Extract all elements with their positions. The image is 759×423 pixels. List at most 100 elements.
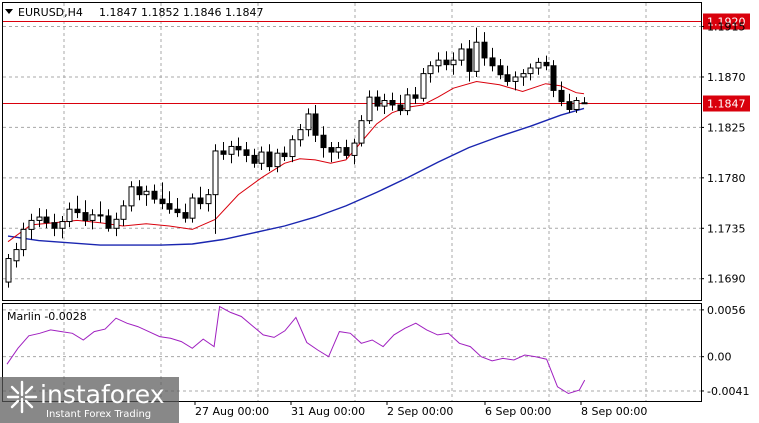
oscillator-axis: 0.0056 0.00 -0.0041 xyxy=(701,304,749,398)
main-pane-frame xyxy=(2,2,702,301)
time-tick-label: 27 Aug 00:00 xyxy=(195,405,269,418)
candle xyxy=(159,182,166,210)
candle-body xyxy=(59,221,66,229)
candle xyxy=(328,141,335,163)
candle xyxy=(28,213,35,240)
candle xyxy=(351,138,358,165)
candle xyxy=(366,90,373,125)
osc-tick-label: -0.0041 xyxy=(707,385,749,398)
candle-body xyxy=(504,74,511,82)
candle-body xyxy=(174,208,181,214)
candle xyxy=(512,71,519,91)
candle xyxy=(489,47,496,72)
candle xyxy=(520,69,527,86)
level-badge-label: 1.1920 xyxy=(707,16,746,29)
candle-body xyxy=(566,101,573,110)
candle-body xyxy=(228,145,235,155)
price-tick-label: 1.1735 xyxy=(707,222,746,235)
time-tick-label: 6 Sep 00:00 xyxy=(485,405,551,418)
candle-body xyxy=(320,134,327,149)
candle xyxy=(527,63,534,81)
candle-body xyxy=(120,205,127,220)
symbol-label: EURUSD,H4 xyxy=(18,6,83,19)
candle xyxy=(466,39,473,82)
candle xyxy=(312,104,319,142)
candle-body xyxy=(328,147,335,153)
oscillator-label: Marlin -0.0028 xyxy=(7,310,87,323)
candle xyxy=(228,140,235,164)
candle-body xyxy=(389,100,396,106)
candle xyxy=(174,198,181,218)
price-axis: 1.1915 1.1870 1.1825 1.1780 1.1735 1.1690 xyxy=(701,21,746,286)
candle xyxy=(220,141,227,160)
time-axis: 27 Aug 00:00 31 Aug 00:00 2 Sep 00:00 6 Sep… xyxy=(194,401,647,418)
candle-body xyxy=(166,203,173,210)
candle-body xyxy=(543,61,550,67)
price-tick-label: 1.1780 xyxy=(707,172,746,185)
price-tick-label: 1.1870 xyxy=(707,71,746,84)
candle-body xyxy=(458,48,465,61)
candle xyxy=(105,209,112,232)
candle-body xyxy=(151,190,158,200)
candle-body xyxy=(435,59,442,67)
candle-body xyxy=(289,139,296,158)
candle-body xyxy=(266,151,273,168)
candle xyxy=(443,51,450,71)
candle-body xyxy=(258,151,265,164)
candle xyxy=(335,141,342,159)
candle-body xyxy=(297,129,304,141)
collapse-triangle-icon[interactable] xyxy=(5,9,13,14)
candle-body xyxy=(197,197,204,205)
candle xyxy=(481,32,488,66)
candle-body xyxy=(404,94,411,112)
candlesticks xyxy=(5,27,588,288)
ohlc-readout: 1.1847 1.1852 1.1846 1.1847 xyxy=(99,6,263,19)
marlin-oscillator-line xyxy=(6,305,586,395)
candle-body xyxy=(473,41,480,72)
candle xyxy=(573,97,580,113)
candle-body xyxy=(182,212,189,219)
candle-body xyxy=(243,149,250,156)
candle xyxy=(320,126,327,158)
candle-body xyxy=(212,150,219,196)
candle xyxy=(266,144,273,172)
candle xyxy=(136,180,143,201)
candle xyxy=(251,148,258,168)
candle-body xyxy=(512,76,519,82)
level-badge xyxy=(703,95,750,112)
candle xyxy=(435,52,442,73)
instaforex-watermark: instaforex Instant Forex Trading xyxy=(0,377,179,423)
candle-body xyxy=(105,215,112,229)
candle-body xyxy=(66,208,73,223)
candle-body xyxy=(43,216,50,224)
candle xyxy=(550,60,557,98)
candle xyxy=(297,124,304,147)
candle xyxy=(166,191,173,214)
watermark-tagline: Instant Forex Trading xyxy=(46,409,151,420)
candle-body xyxy=(28,219,35,230)
candle-body xyxy=(97,214,104,217)
candle-body xyxy=(251,154,258,164)
candle-body xyxy=(443,59,450,66)
candle xyxy=(189,193,196,223)
horizontal-levels: 1.1920 1.1847 xyxy=(3,13,750,112)
candle-body xyxy=(36,216,43,221)
candle-body xyxy=(13,249,20,262)
candle-body xyxy=(89,214,96,221)
candle-body xyxy=(489,57,496,67)
osc-tick-label: 0.00 xyxy=(707,351,732,364)
candle xyxy=(374,90,381,111)
candle-body xyxy=(466,48,473,72)
marlin-line xyxy=(6,305,586,395)
candle-body xyxy=(397,104,404,112)
candle xyxy=(289,135,296,163)
candle xyxy=(473,27,480,77)
candle xyxy=(82,200,89,227)
candle xyxy=(504,65,511,86)
candle xyxy=(128,181,135,212)
candle-body xyxy=(128,186,135,207)
candle xyxy=(5,254,12,288)
candle-body xyxy=(420,73,427,99)
candle xyxy=(51,213,58,237)
